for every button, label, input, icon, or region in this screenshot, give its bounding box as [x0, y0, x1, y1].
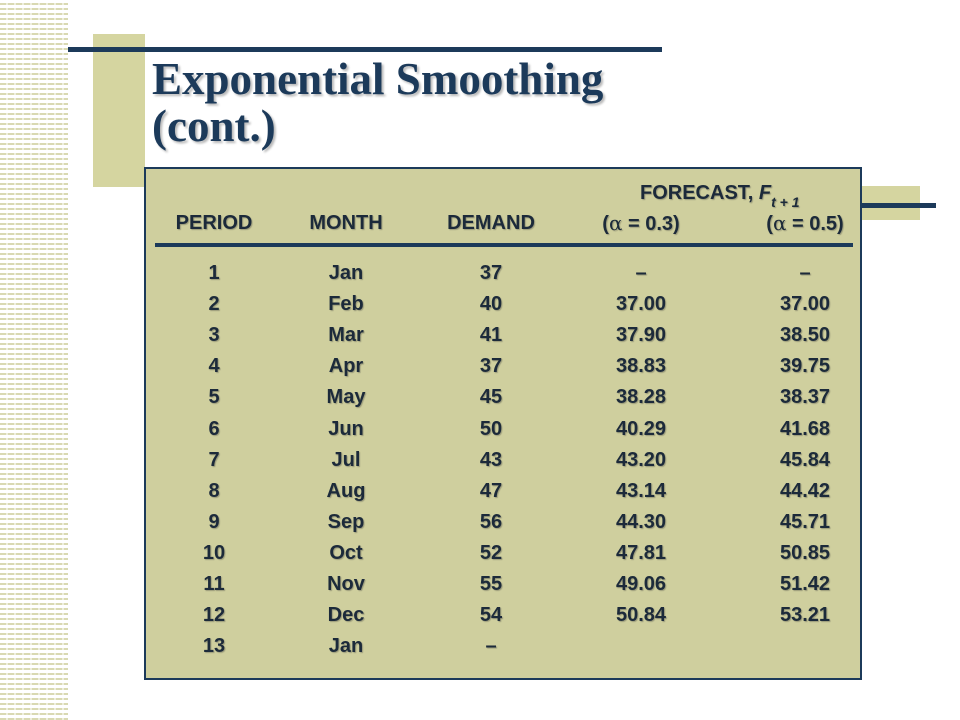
cell-demand: 40: [479, 293, 503, 316]
alpha-symbol: α: [772, 211, 787, 235]
cell-forecast-alpha-0-5: 38.37: [779, 386, 831, 409]
cell-forecast-alpha-0-3: 49.06: [615, 573, 667, 595]
decorative-tan-block: [93, 34, 145, 187]
cell-month: Nov: [327, 573, 365, 595]
cell-forecast-alpha-0-5: 39.75: [779, 355, 831, 378]
cell-period: 13: [202, 635, 226, 658]
cell-month: Jan: [328, 635, 364, 658]
cell-month: May: [326, 386, 366, 409]
header-demand: DEMAND: [447, 212, 535, 234]
cell-period: 12: [202, 604, 226, 627]
cell-demand: 43: [479, 448, 503, 471]
header-rule: [155, 243, 853, 247]
cell-period: 1: [208, 262, 220, 284]
forecast-label: FORECAST,: [640, 182, 759, 204]
forecast-subscript: t + 1: [771, 194, 800, 210]
header-alpha-0-3-value: = 0.3): [628, 213, 680, 235]
cell-month: Oct: [329, 541, 363, 564]
cell-month: Aug: [326, 479, 366, 502]
decorative-stripe-pattern: [0, 0, 68, 720]
cell-period: 3: [208, 324, 220, 347]
cell-forecast-alpha-0-3: 37.00: [615, 293, 667, 316]
header-month: MONTH: [309, 212, 383, 234]
cell-month: Dec: [327, 604, 365, 627]
cell-month: Jul: [331, 448, 361, 471]
cell-period: 6: [208, 417, 220, 440]
cell-demand: 54: [479, 604, 503, 627]
cell-forecast-alpha-0-5: 51.42: [779, 573, 831, 595]
cell-month: Apr: [328, 355, 364, 378]
cell-forecast-alpha-0-5: –: [799, 262, 811, 284]
cell-forecast-alpha-0-5: 38.50: [779, 324, 831, 347]
cell-period: 2: [208, 293, 220, 316]
cell-period: 9: [208, 510, 220, 533]
cell-forecast-alpha-0-3: 44.30: [615, 510, 667, 533]
cell-month: Mar: [328, 324, 364, 347]
cell-forecast-alpha-0-3: 38.28: [615, 386, 667, 409]
cell-demand: 45: [479, 386, 503, 409]
cell-forecast-alpha-0-3: 37.90: [615, 324, 667, 347]
cell-month: Sep: [327, 510, 365, 533]
cell-period: 7: [208, 448, 220, 471]
cell-demand: 47: [479, 479, 503, 502]
cell-period: 10: [202, 541, 226, 564]
cell-forecast-alpha-0-3: 43.14: [615, 479, 667, 502]
cell-demand: 37: [479, 355, 503, 378]
cell-month: Jan: [328, 262, 364, 284]
cell-period: 8: [208, 479, 220, 502]
cell-demand: 41: [479, 324, 503, 347]
cell-demand: 37: [479, 262, 503, 284]
cell-period: 4: [208, 355, 220, 378]
cell-period: 11: [203, 573, 225, 595]
cell-forecast-alpha-0-3: –: [635, 262, 647, 284]
cell-forecast-alpha-0-5: 45.71: [779, 510, 831, 533]
cell-forecast-alpha-0-3: 43.20: [615, 448, 667, 471]
cell-demand: 50: [479, 417, 503, 440]
header-period: PERIOD: [175, 212, 253, 234]
forecast-table: FORECAST, Ft + 1 PERIOD MONTH DEMAND (α …: [144, 167, 862, 680]
header-alpha-0-5-value: = 0.5): [792, 213, 844, 235]
decorative-right-rule: [862, 203, 936, 208]
cell-forecast-alpha-0-3: 47.81: [615, 541, 667, 564]
cell-demand: 56: [479, 510, 503, 533]
cell-demand: 55: [479, 573, 503, 595]
cell-demand: 52: [479, 541, 503, 564]
cell-forecast-alpha-0-5: 50.85: [779, 541, 831, 564]
alpha-symbol: α: [608, 211, 623, 235]
cell-forecast-alpha-0-5: 41.68: [779, 417, 831, 440]
forecast-column-group-header: FORECAST, Ft + 1: [640, 181, 800, 211]
header-alpha-0-5: (α = 0.5): [766, 211, 844, 235]
cell-forecast-alpha-0-5: 53.21: [779, 604, 831, 627]
slide-title-line-2: (cont.): [152, 101, 276, 151]
cell-demand: –: [485, 635, 497, 658]
cell-period: 5: [208, 386, 220, 409]
cell-forecast-alpha-0-5: 45.84: [779, 448, 831, 471]
cell-month: Jun: [328, 417, 364, 440]
cell-forecast-alpha-0-5: 44.42: [779, 479, 831, 502]
slide-title-line-1: Exponential Smoothing: [152, 54, 604, 104]
cell-forecast-alpha-0-3: 50.84: [615, 604, 667, 627]
forecast-variable: F: [758, 182, 772, 204]
title-rule: [68, 47, 662, 52]
header-alpha-0-3: (α = 0.3): [602, 211, 680, 235]
cell-forecast-alpha-0-3: 40.29: [615, 417, 667, 440]
cell-forecast-alpha-0-5: 37.00: [779, 293, 831, 316]
cell-month: Feb: [328, 293, 364, 316]
slide-title: Exponential Smoothing (cont.): [152, 56, 603, 150]
cell-forecast-alpha-0-3: 38.83: [615, 355, 667, 378]
